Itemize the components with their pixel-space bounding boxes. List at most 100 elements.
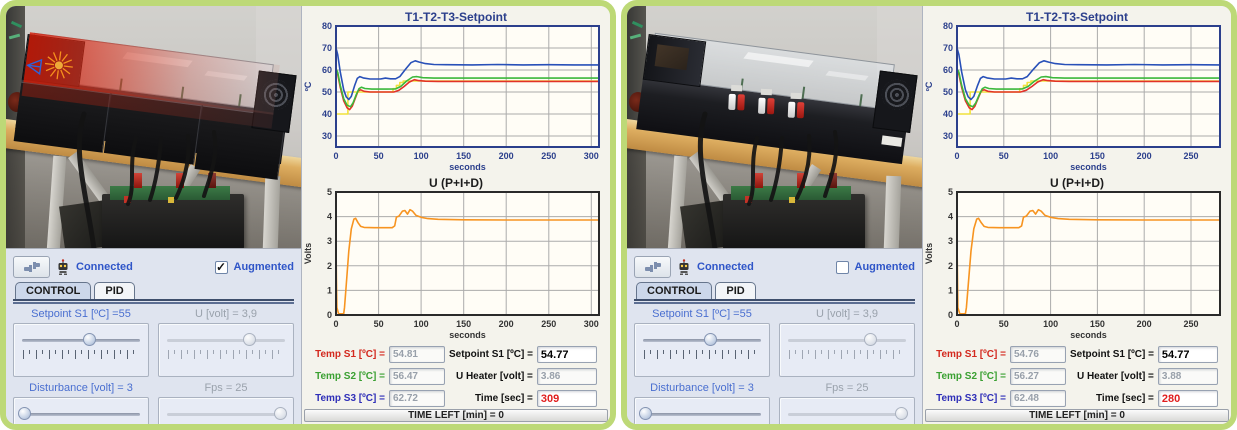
svg-text:200: 200 (499, 151, 514, 161)
slider-thumb (864, 333, 878, 346)
svg-text:40: 40 (322, 109, 332, 119)
u-volt-slider (779, 323, 915, 377)
u-volt-slider-group: U [volt] = 3,9 (158, 308, 294, 382)
charts-column: T1-T2-T3-Setpoint 0 50 100 150 200 250 300 30 40… (302, 6, 610, 424)
pcb-chip (124, 196, 131, 203)
tab-pid[interactable]: PID (715, 282, 756, 300)
svg-text:ºC: ºC (304, 81, 313, 91)
slider-track (167, 413, 285, 416)
tab-bar: CONTROL PID (13, 282, 294, 300)
augmented-label: Augmented (854, 261, 916, 273)
augmented-checkbox[interactable]: ✓ (214, 259, 228, 274)
u-heater-value: 3.88 (1157, 368, 1218, 385)
setpoint-s1-label: Setpoint S1 [ºC] = (1069, 349, 1154, 360)
connect-plug-icon (23, 262, 40, 272)
glass-highlight (825, 70, 869, 81)
svg-text:200: 200 (499, 319, 514, 329)
svg-text:150: 150 (1090, 151, 1105, 161)
svg-text:1: 1 (327, 285, 332, 295)
svg-text:ºC: ºC (925, 81, 934, 91)
red-plug (766, 98, 775, 115)
u-heater-value: 3.86 (536, 368, 597, 385)
svg-text:50: 50 (999, 151, 1009, 161)
svg-text:1: 1 (948, 285, 953, 295)
svg-text:seconds: seconds (1070, 162, 1107, 172)
svg-text:0: 0 (948, 310, 953, 320)
slider-label: Setpoint S1 [ºC] =55 (31, 308, 131, 320)
svg-text:250: 250 (541, 151, 556, 161)
tab-pid[interactable]: PID (94, 282, 135, 300)
temps-chart-title: T1-T2-T3-Setpoint (405, 10, 507, 24)
svg-text:150: 150 (1090, 319, 1105, 329)
slider-track[interactable] (643, 339, 761, 342)
temp-s1-label: Temp S1 [ºC] = (936, 349, 1006, 360)
readings: Temp S1 [ºC] = 54.81 Setpoint S1 [ºC] = … (302, 340, 610, 409)
svg-text:40: 40 (943, 109, 953, 119)
svg-text:seconds: seconds (449, 330, 486, 340)
fan-housing (872, 70, 918, 133)
slider-thumb[interactable] (703, 333, 717, 346)
slider-track (167, 339, 285, 342)
svg-text:60: 60 (943, 65, 953, 75)
slider-thumb[interactable] (82, 333, 96, 346)
setpoint-s1-slider[interactable] (634, 323, 770, 377)
control-area: Connected Augmented CONTROL PID Setpoint… (627, 249, 922, 424)
temp-s2-label: Temp S2 [ºC] = (315, 371, 385, 382)
fps-slider (779, 397, 915, 424)
ar-fan-sunburst-icon (44, 51, 73, 80)
fps-slider-group: Fps = 25 (158, 382, 294, 424)
setpoint-s1-input[interactable]: 54.77 (1157, 346, 1218, 363)
svg-text:100: 100 (1043, 151, 1058, 161)
fps-slider-group: Fps = 25 (779, 382, 915, 424)
setpoint-s1-slider[interactable] (13, 323, 149, 377)
temp-s3-value: 62.72 (388, 390, 445, 407)
slider-track[interactable] (22, 413, 140, 416)
temp-s2-value: 56.27 (1009, 368, 1066, 385)
augmented-label: Augmented (233, 261, 295, 273)
banana-plug-pair (787, 92, 807, 120)
svg-text:80: 80 (943, 22, 953, 31)
temps-chart: 0 50 100 150 200 250 30 40 50 60 70 80 seconds ºC (925, 22, 1221, 172)
banana-plug-pair (757, 88, 777, 116)
svg-text:70: 70 (322, 43, 332, 53)
red-connector (134, 173, 142, 188)
connected-status-label: Connected (76, 261, 133, 273)
connection-row: Connected Augmented (634, 255, 915, 279)
slider-grid: Setpoint S1 [ºC] =55 U [volt] = 3,9 (634, 308, 915, 424)
svg-text:250: 250 (1183, 151, 1198, 161)
slider-label: Disturbance [volt] = 3 (650, 382, 754, 394)
plug-label (790, 92, 802, 100)
disturbance-slider[interactable] (13, 397, 149, 424)
slider-track (788, 339, 906, 342)
tab-control[interactable]: CONTROL (636, 282, 713, 300)
slider-thumb[interactable] (638, 407, 652, 420)
svg-text:100: 100 (414, 151, 429, 161)
svg-text:0: 0 (954, 151, 959, 161)
webcam-view-plain (627, 6, 922, 249)
setpoint-s1-slider-group: Setpoint S1 [ºC] =55 (13, 308, 149, 382)
slider-thumb[interactable] (17, 407, 31, 420)
svg-text:seconds: seconds (449, 162, 486, 172)
svg-text:Volts: Volts (304, 243, 313, 264)
disturbance-slider[interactable] (634, 397, 770, 424)
temp-s2-label: Temp S2 [ºC] = (936, 371, 1006, 382)
heater-pcb (654, 44, 690, 71)
svg-text:250: 250 (541, 319, 556, 329)
augmented-checkbox[interactable] (835, 260, 849, 274)
svg-text:0: 0 (954, 319, 959, 329)
slider-track[interactable] (643, 413, 761, 416)
red-connector (755, 173, 763, 188)
red-connector (208, 173, 216, 188)
svg-text:30: 30 (943, 131, 953, 141)
svg-text:50: 50 (322, 87, 332, 97)
pcb-chip (168, 197, 174, 203)
connect-button[interactable] (634, 256, 671, 278)
connect-button[interactable] (13, 256, 50, 278)
readings: Temp S1 [ºC] = 54.76 Setpoint S1 [ºC] = … (923, 340, 1231, 409)
setpoint-s1-input[interactable]: 54.77 (536, 346, 597, 363)
slider-ticks (644, 350, 761, 359)
temps-chart: 0 50 100 150 200 250 300 30 40 50 60 70 80 seconds ºC (304, 22, 600, 172)
u-heater-label: U Heater [volt] = (1076, 371, 1154, 382)
slider-track[interactable] (22, 339, 140, 342)
tab-control[interactable]: CONTROL (15, 282, 92, 300)
